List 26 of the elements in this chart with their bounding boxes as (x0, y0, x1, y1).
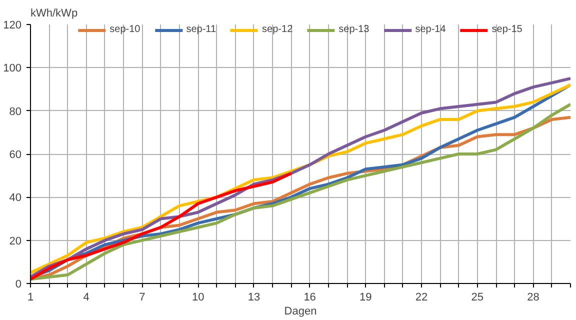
x-tick-label: 28 (527, 292, 540, 304)
legend-label: sep-10 (110, 24, 140, 35)
x-tick-label: 10 (192, 292, 204, 304)
y-tick-label: 40 (9, 192, 22, 204)
legend-label: sep-12 (262, 24, 293, 35)
legend-label: sep-13 (338, 24, 370, 35)
x-tick-label: 16 (304, 292, 316, 304)
y-tick-label: 100 (3, 62, 22, 75)
y-tick-label: 60 (9, 149, 22, 161)
y-tick-label: 120 (3, 20, 22, 32)
y-tick-label: 0 (15, 278, 22, 290)
line-series (30, 172, 293, 281)
x-axis-title: Dagen (284, 306, 317, 318)
x-tick-label: 22 (415, 292, 428, 304)
x-tick-label: 19 (360, 292, 372, 304)
legend-label: sep-14 (415, 24, 446, 35)
y-tick-label: 80 (9, 106, 22, 118)
legend-label: sep-15 (492, 24, 522, 35)
x-tick-label: 7 (139, 292, 146, 304)
x-tick-label: 4 (83, 292, 90, 304)
x-tick-label: 13 (248, 292, 260, 304)
x-tick-label: 25 (471, 292, 484, 304)
y-tick-label: 20 (9, 235, 22, 248)
legend-label: sep-11 (186, 24, 216, 35)
x-tick-label: 1 (27, 292, 34, 304)
y-axis-title: kWh/kWp (30, 8, 78, 20)
